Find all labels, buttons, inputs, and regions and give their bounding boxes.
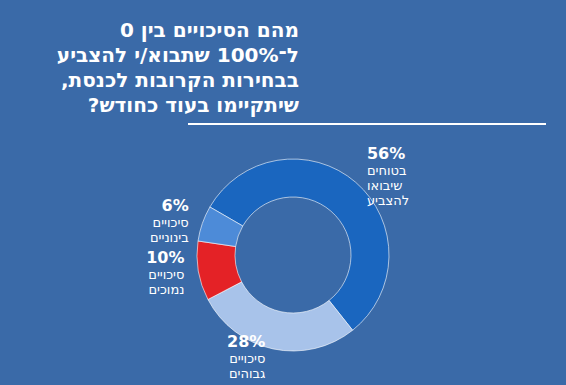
svg-text:שיבואו: שיבואו	[367, 178, 402, 193]
svg-text:סיכויים: סיכויים	[148, 267, 184, 282]
svg-text:בטוחים: בטוחים	[367, 163, 407, 178]
svg-text:ל־100% שתבוא/י להצביע: ל־100% שתבוא/י להצביע	[57, 43, 299, 67]
svg-text:להצביע: להצביע	[367, 193, 409, 208]
svg-text:סיכויים: סיכויים	[153, 215, 189, 230]
svg-text:בינוניים: בינוניים	[150, 230, 189, 245]
svg-text:10%: 10%	[146, 248, 184, 267]
svg-text:56%: 56%	[367, 144, 405, 163]
svg-text:28%: 28%	[227, 332, 265, 351]
svg-text:6%: 6%	[162, 196, 189, 215]
svg-text:שיתקיימו בעוד כחודש?: שיתקיימו בעוד כחודש?	[88, 93, 299, 117]
svg-text:סיכויים: סיכויים	[229, 351, 265, 366]
svg-text:גבוהים: גבוהים	[229, 366, 265, 381]
svg-text:בבחירות הקרובות לכנסת,: בבחירות הקרובות לכנסת,	[61, 68, 299, 92]
svg-text:מהם הסיכויים בין 0: מהם הסיכויים בין 0	[120, 18, 299, 42]
svg-text:נמוכים: נמוכים	[148, 282, 184, 297]
